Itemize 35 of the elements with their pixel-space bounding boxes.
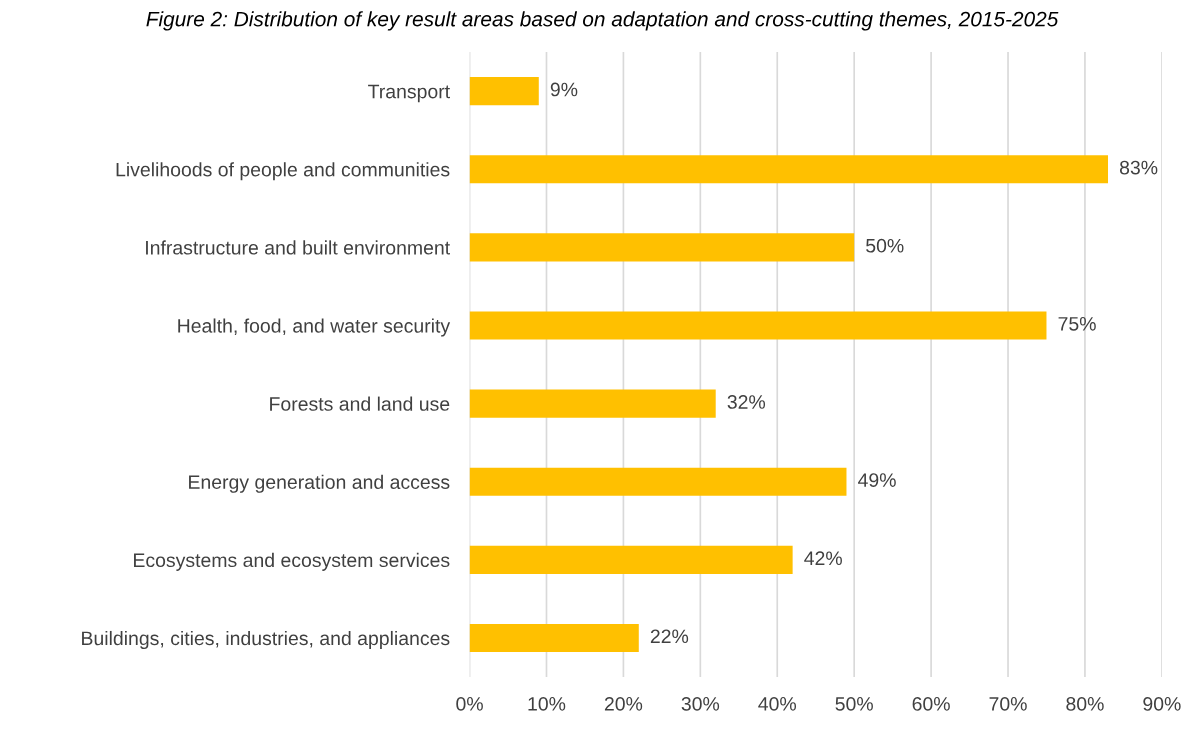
x-tick-label: 0% [456, 697, 483, 711]
x-tick-label: 60% [912, 697, 950, 711]
bar [469, 233, 855, 262]
y-tick-label: Livelihoods of people and communities [116, 162, 450, 181]
y-tick-label: Health, food, and water security [178, 318, 451, 337]
y-tick-label: Infrastructure and built environment [146, 240, 450, 255]
x-tick-label: 10% [528, 697, 566, 711]
bar [469, 155, 1109, 184]
bar [469, 467, 847, 496]
data-label: 32% [727, 395, 766, 409]
data-label: 9% [550, 82, 578, 97]
x-tick-label: 80% [1066, 697, 1104, 711]
y-tick-label: Ecosystems and ecosystem services [134, 552, 450, 571]
data-label: 22% [650, 629, 689, 644]
data-label: 42% [804, 551, 842, 565]
x-tick-label: 70% [989, 697, 1027, 711]
x-tick-label: 50% [835, 697, 873, 711]
y-tick-label: Buildings, cities, industries, and appliances [82, 630, 450, 650]
data-label: 50% [866, 238, 904, 253]
data-label: 83% [1119, 160, 1158, 175]
bar [469, 545, 793, 574]
data-label: 75% [1058, 317, 1096, 331]
bar [469, 311, 1047, 340]
x-tick-label: 30% [681, 697, 720, 711]
bar [469, 389, 716, 418]
data-label: 49% [858, 473, 896, 487]
x-tick-label: 90% [1143, 697, 1181, 711]
x-tick-label: 40% [758, 697, 797, 711]
y-tick-label: Forests and land use [270, 396, 450, 411]
y-tick-label: Energy generation and access [189, 474, 450, 493]
x-tick-label: 20% [604, 697, 643, 711]
chart-title: Figure 2: Distribution of key result areas based on adaptation and cross-cutting themes, 2015-2025 [146, 11, 1059, 31]
bar [469, 77, 539, 106]
y-tick-label: Transport [368, 84, 450, 103]
bar [469, 623, 639, 653]
